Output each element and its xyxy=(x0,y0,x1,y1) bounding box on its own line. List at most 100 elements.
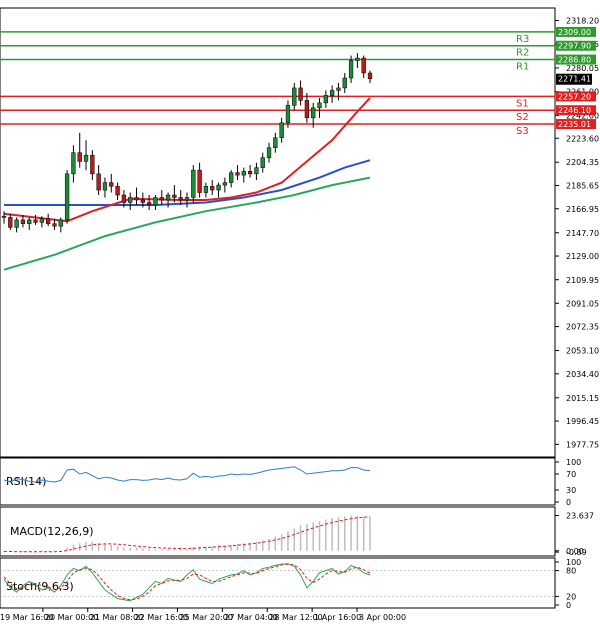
x-tick-label: 20 Mar 00:00 xyxy=(45,613,98,622)
main-y-tick-label: 2242.00 xyxy=(566,111,599,120)
candle-body xyxy=(229,172,234,183)
candle-body xyxy=(336,87,341,91)
candle-body xyxy=(52,223,57,227)
moving-averages xyxy=(3,97,371,271)
candle-body xyxy=(109,182,114,187)
main-y-tick-label: 1996.45 xyxy=(566,417,599,426)
candle-body xyxy=(254,167,259,175)
candlesticks xyxy=(1,53,373,233)
level-tag-label-r1: 2286.80 xyxy=(558,56,591,65)
candle-body xyxy=(311,107,316,119)
candle-body xyxy=(90,154,95,175)
candle-body xyxy=(71,152,76,175)
stoch-panel-frame xyxy=(0,557,556,609)
current-price-tag: 2271.41 xyxy=(556,73,592,85)
main-y-tick-label: 2166.95 xyxy=(566,205,599,214)
candle-body xyxy=(83,154,89,162)
x-tick-label: 22 Mar 16:00 xyxy=(135,613,188,622)
candle-body xyxy=(348,60,354,79)
main-y-tick-label: 2204.35 xyxy=(566,158,599,167)
level-tag-r2 xyxy=(556,40,596,51)
rsi-series-line xyxy=(3,466,371,483)
current-price-label: 2271.41 xyxy=(558,75,591,84)
candle-body xyxy=(260,157,265,168)
macd-y-tick-label: 23.637 xyxy=(566,512,594,521)
stoch-y-tick-label: 0 xyxy=(566,601,571,610)
ma-fast-line xyxy=(3,97,371,223)
candle-body xyxy=(121,194,127,203)
support-resistance-levels: R3 2309.00 R2 2297.90 R1 2286.80 S1 2257.20 S2 22… xyxy=(0,26,596,137)
main-y-tick-label: 2034.40 xyxy=(566,370,599,379)
x-tick-label: 21 Mar 08:00 xyxy=(90,613,143,622)
candle-body xyxy=(355,57,360,61)
candle-body xyxy=(317,102,322,109)
candle-body xyxy=(128,197,133,203)
candle-body xyxy=(134,197,139,201)
main-y-tick-label: 2318.20 xyxy=(566,16,599,25)
candle-body xyxy=(367,72,373,79)
stoch-lines xyxy=(0,563,555,602)
main-y-tick-label: 2072.35 xyxy=(566,323,599,332)
candle-body xyxy=(279,122,284,139)
candle-body xyxy=(58,219,63,227)
level-tag-label-s3: 2235.01 xyxy=(558,120,591,129)
candle-body xyxy=(159,197,164,201)
candle-body xyxy=(178,197,183,201)
stoch-y-tick-label: 20 xyxy=(566,592,576,601)
stoch-k-line xyxy=(3,563,371,602)
candle-body xyxy=(153,197,158,206)
macd-signal-line xyxy=(3,516,371,553)
candle-body xyxy=(273,137,278,148)
main-y-tick-label: 2147.70 xyxy=(566,229,599,238)
level-tag-label-r2: 2297.90 xyxy=(558,42,591,51)
rsi-label: RSI(14) xyxy=(6,475,46,488)
candle-body xyxy=(184,197,190,201)
main-price-panel: 2318.202299.152280.052261.002242.002223.… xyxy=(0,7,599,458)
candle-body xyxy=(203,186,209,193)
candle-body xyxy=(235,172,240,176)
x-tick-label: 19 Mar 16:00 xyxy=(0,613,53,622)
candle-body xyxy=(197,169,202,193)
candle-body xyxy=(298,87,303,101)
level-tag-s2 xyxy=(556,105,596,116)
level-tag-s3 xyxy=(556,119,596,130)
candle-body xyxy=(342,77,347,89)
candle-body xyxy=(323,95,328,104)
rsi-y-tick-label: 0 xyxy=(566,498,571,507)
level-name-s2: S2 xyxy=(516,112,529,123)
candle-body xyxy=(304,100,310,119)
level-tag-s1 xyxy=(556,91,596,102)
candle-body xyxy=(361,57,366,74)
candle-body xyxy=(292,87,297,106)
candle-body xyxy=(146,202,152,206)
level-name-r1: R1 xyxy=(516,62,529,73)
candle-body xyxy=(216,184,221,191)
level-name-r2: R2 xyxy=(516,48,529,59)
stoch-y-tick-label: 80 xyxy=(566,567,576,576)
level-tag-r1 xyxy=(556,54,596,65)
candle-body xyxy=(33,219,38,223)
stoch-d-line xyxy=(3,563,371,601)
rsi-panel-frame xyxy=(0,457,556,506)
rsi-y-tick-label: 30 xyxy=(566,486,576,495)
rsi-y-tick-label: 70 xyxy=(566,470,576,479)
main-y-tick-label: 2091.05 xyxy=(566,299,599,308)
rsi-panel: RSI(14) 100 70 30 0 xyxy=(0,457,581,507)
level-tag-r3 xyxy=(556,26,596,37)
rsi-y-axis: 100 70 30 0 xyxy=(555,458,581,507)
main-y-tick-label: 2185.65 xyxy=(566,182,599,191)
candle-body xyxy=(247,171,253,175)
level-tag-label-s1: 2257.20 xyxy=(558,92,591,101)
main-y-tick-label: 2280.05 xyxy=(566,64,599,73)
current-price-box xyxy=(556,73,592,85)
x-tick-label: 1 Apr 16:00 xyxy=(314,613,361,622)
main-y-tick-label: 2015.15 xyxy=(566,394,599,403)
x-tick-label: 3 Apr 00:00 xyxy=(359,613,406,622)
level-name-r3: R3 xyxy=(516,34,529,45)
level-name-s3: S3 xyxy=(516,126,529,137)
candle-body xyxy=(222,182,228,186)
x-tick-label: 27 Mar 04:00 xyxy=(224,613,277,622)
